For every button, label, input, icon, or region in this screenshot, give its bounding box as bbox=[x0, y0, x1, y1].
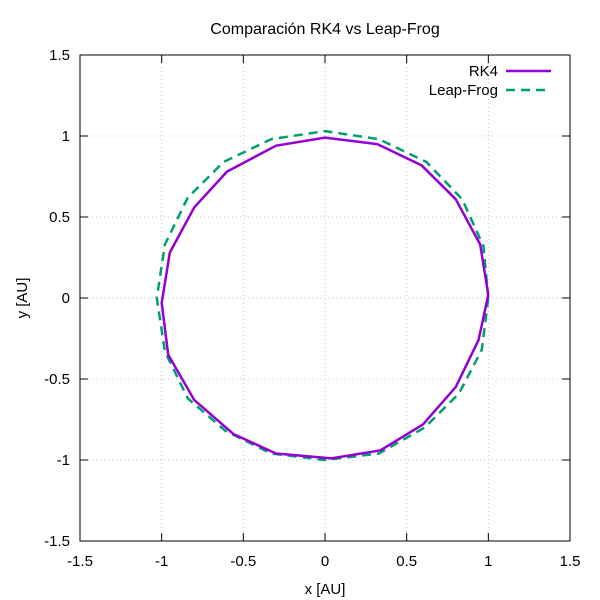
x-tick-label: -1.5 bbox=[67, 553, 93, 570]
y-tick-label: 1.5 bbox=[49, 47, 70, 64]
y-tick-label: 0.5 bbox=[49, 209, 70, 226]
series-rk4-line bbox=[160, 136, 490, 460]
legend-label: RK4 bbox=[469, 63, 498, 80]
y-tick-label: -0.5 bbox=[44, 371, 70, 388]
x-tick-label: 1 bbox=[484, 553, 492, 570]
legend: RK4 Leap-Frog bbox=[429, 63, 551, 99]
series-lines bbox=[155, 129, 490, 462]
chart-title: Comparación RK4 vs Leap-Frog bbox=[210, 21, 439, 38]
y-tick-labels: -1.5 -1 -0.5 0 0.5 1 1.5 bbox=[44, 47, 70, 550]
y-tick-label: -1 bbox=[57, 452, 70, 469]
x-axis-label: x [AU] bbox=[305, 581, 346, 598]
x-tick-labels: -1.5 -1 -0.5 0 0.5 1 1.5 bbox=[67, 553, 580, 570]
x-tick-label: 0.5 bbox=[396, 553, 417, 570]
legend-label: Leap-Frog bbox=[429, 82, 498, 99]
x-tick-label: -1 bbox=[155, 553, 168, 570]
y-tick-label: -1.5 bbox=[44, 533, 70, 550]
y-axis-label: y [AU] bbox=[14, 278, 31, 319]
x-tick-label: 0 bbox=[321, 553, 329, 570]
grid bbox=[80, 55, 570, 541]
y-tick-label: 0 bbox=[62, 290, 70, 307]
x-tick-label: 1.5 bbox=[560, 553, 581, 570]
tick-marks bbox=[79, 54, 571, 542]
y-tick-label: 1 bbox=[62, 128, 70, 145]
x-tick-label: -0.5 bbox=[230, 553, 256, 570]
series-leap-frog-line bbox=[155, 129, 490, 462]
